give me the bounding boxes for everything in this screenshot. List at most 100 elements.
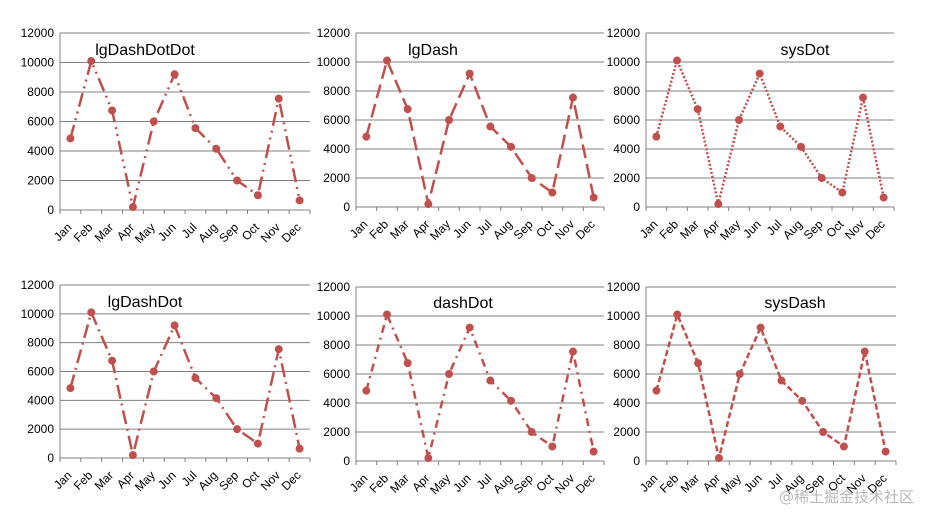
- data-point: [233, 176, 242, 185]
- series-line: [655, 59, 885, 206]
- x-tick-label: Jan: [51, 220, 75, 244]
- line-chart: 0 2000 4000 6000 8000 10000 12000 JanFebMarAprM…: [607, 280, 897, 497]
- x-tick-label: Feb: [367, 471, 392, 496]
- data-point: [128, 203, 137, 212]
- data-point: [295, 444, 304, 453]
- data-point: [735, 370, 744, 378]
- y-tick-label: 12000: [607, 280, 641, 294]
- x-tick-label: Jun: [741, 471, 765, 495]
- series-line: [69, 59, 301, 209]
- data-point: [507, 396, 515, 405]
- line-chart: 0 2000 4000 6000 8000 10000 12000 JanFebMarAprM…: [317, 26, 605, 243]
- data-point: [108, 356, 117, 365]
- y-tick-label: 4000: [613, 396, 640, 410]
- y-tick-label: 6000: [613, 367, 640, 381]
- y-tick-label: 6000: [27, 115, 54, 129]
- y-tick-label: 2000: [613, 425, 640, 439]
- data-point: [191, 373, 200, 382]
- x-tick-label: Oct: [823, 217, 847, 241]
- x-tick-label: Dec: [573, 471, 598, 496]
- data-point: [817, 174, 826, 182]
- data-point: [149, 367, 158, 376]
- y-tick-label: 2000: [323, 171, 350, 185]
- data-point: [170, 70, 179, 79]
- x-tick-label: Feb: [71, 220, 96, 245]
- y-tick-label: 12000: [317, 280, 351, 294]
- x-tick-label: May: [718, 471, 744, 497]
- x-tick-label: Jul: [179, 220, 200, 241]
- data-point: [569, 347, 577, 356]
- y-tick-label: 4000: [613, 142, 640, 156]
- x-tick-label: Dec: [279, 220, 304, 245]
- data-point: [445, 370, 453, 378]
- x-tick-label: Sep: [511, 471, 536, 496]
- x-tick-label: Jun: [450, 471, 474, 495]
- data-point: [295, 196, 304, 205]
- series-line: [655, 313, 887, 460]
- data-point: [881, 447, 890, 456]
- data-point: [403, 105, 412, 114]
- x-tick-label: Feb: [71, 468, 96, 493]
- data-point: [569, 93, 577, 102]
- y-tick-label: 8000: [613, 338, 640, 352]
- data-point: [859, 93, 867, 102]
- watermark: @稀土掘金技术社区: [778, 488, 914, 506]
- y-tick-label: 2000: [27, 422, 54, 436]
- x-tick-label: Sep: [801, 217, 826, 242]
- x-tick-label: Nov: [258, 468, 283, 493]
- x-tick-label: Aug: [195, 468, 220, 493]
- y-tick-label: 12000: [21, 278, 55, 292]
- data-point: [589, 447, 598, 456]
- chart-title: lgDashDot: [108, 294, 183, 311]
- data-point: [860, 347, 869, 356]
- data-point: [527, 428, 536, 436]
- y-tick-label: 0: [343, 200, 350, 214]
- x-tick-label: Sep: [216, 468, 241, 493]
- data-point: [507, 142, 515, 151]
- x-tick-label: Sep: [216, 220, 241, 245]
- x-tick-label: Nov: [258, 220, 283, 245]
- chart-title: sysDash: [764, 295, 825, 312]
- data-point: [191, 124, 200, 133]
- data-point: [776, 122, 785, 131]
- data-point: [87, 57, 96, 66]
- data-point: [362, 132, 371, 141]
- y-tick-label: 8000: [323, 84, 350, 98]
- x-tick-label: Jan: [347, 471, 371, 495]
- x-tick-label: Dec: [863, 217, 888, 242]
- x-tick-label: Nov: [552, 471, 577, 496]
- data-point: [838, 188, 847, 197]
- data-point: [212, 144, 221, 153]
- y-tick-label: 10000: [317, 309, 351, 323]
- y-tick-label: 10000: [21, 56, 55, 70]
- x-tick-label: Feb: [657, 471, 682, 496]
- line-chart: 0 2000 4000 6000 8000 10000 12000 JanFebMarAprM…: [21, 278, 311, 494]
- data-point: [756, 323, 765, 332]
- data-point: [212, 394, 221, 403]
- y-tick-label: 2000: [613, 171, 640, 185]
- data-point: [383, 56, 391, 65]
- data-point: [445, 116, 453, 124]
- x-tick-label: Mar: [677, 217, 702, 242]
- line-chart: 0 2000 4000 6000 8000 10000 12000 JanFebMarAprM…: [607, 26, 895, 243]
- x-tick-label: May: [717, 217, 743, 243]
- x-tick-label: Oct: [533, 471, 557, 495]
- data-point: [839, 442, 848, 451]
- x-tick-label: Apr: [114, 468, 137, 491]
- data-point: [128, 451, 137, 460]
- x-tick-label: Apr: [409, 217, 432, 240]
- x-tick-label: Aug: [195, 220, 220, 245]
- x-tick-label: Jan: [51, 468, 75, 492]
- x-tick-label: Apr: [409, 471, 432, 494]
- data-point: [879, 193, 888, 202]
- series-line: [365, 59, 595, 206]
- x-tick-label: Sep: [511, 217, 536, 242]
- data-point: [149, 117, 158, 126]
- x-tick-label: Oct: [533, 217, 557, 241]
- x-tick-label: Nov: [842, 217, 867, 242]
- x-tick-label: Jan: [637, 471, 661, 495]
- y-tick-label: 12000: [21, 26, 55, 40]
- data-point: [548, 442, 557, 451]
- chart-title: dashDot: [433, 295, 493, 312]
- x-tick-label: Nov: [552, 217, 577, 242]
